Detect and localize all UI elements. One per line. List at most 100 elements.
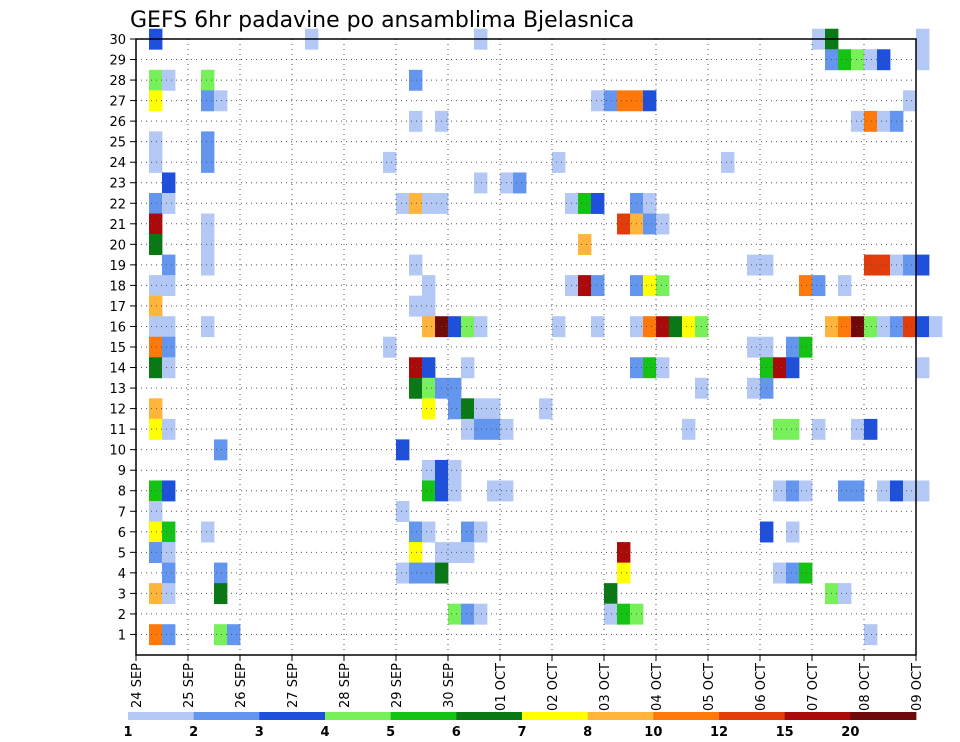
heatmap-cell [149, 234, 163, 255]
heatmap-cell [929, 316, 943, 338]
heatmap-cell [916, 316, 930, 338]
heatmap-cell [916, 480, 930, 502]
heatmap-cell [201, 131, 215, 153]
heatmap-cell [916, 28, 930, 50]
heatmap-cell [383, 336, 397, 358]
heatmap-cell [149, 501, 163, 522]
colorbar-swatch [128, 712, 195, 720]
heatmap-cell [799, 336, 813, 358]
heatmap-cell [162, 480, 176, 502]
heatmap-cell [799, 480, 813, 502]
heatmap-cell [617, 562, 631, 584]
colorbar-label: 10 [644, 725, 662, 740]
heatmap-cell [747, 336, 761, 358]
heatmap-cell [201, 90, 215, 112]
x-tick-label: 28 SEP [338, 663, 353, 708]
heatmap-cell [552, 151, 566, 173]
y-tick-label: 6 [118, 526, 126, 541]
heatmap-cell [539, 398, 553, 420]
heatmap-cell [799, 562, 813, 584]
colorbar-label: 4 [320, 725, 329, 740]
heatmap-cell [422, 316, 436, 338]
y-tick-label: 11 [109, 423, 126, 438]
heatmap-cell [617, 90, 631, 112]
heatmap-cell [461, 316, 475, 338]
colorbar-swatch [193, 712, 260, 720]
heatmap-cell [162, 193, 176, 214]
heatmap-cell [162, 624, 176, 646]
y-tick-label: 29 [109, 54, 126, 69]
chart-title: GEFS 6hr padavine po ansamblima Bjelasni… [130, 8, 634, 33]
heatmap-cell [617, 213, 631, 235]
y-tick-label: 16 [109, 320, 126, 335]
heatmap-cell [409, 254, 423, 276]
heatmap-cell [149, 213, 163, 235]
heatmap-cell [474, 398, 488, 420]
heatmap-cell [916, 254, 930, 276]
heatmap-cell [149, 336, 163, 358]
y-tick-label: 27 [109, 95, 126, 110]
heatmap-cell [162, 562, 176, 584]
heatmap-cell [396, 439, 410, 461]
heatmap-cell [656, 316, 670, 338]
heatmap-cell [552, 316, 566, 338]
heatmap-cell [149, 542, 163, 563]
heatmap-cell [162, 69, 176, 91]
heatmap-cell [409, 377, 423, 399]
x-tick-label: 04 OCT [650, 663, 665, 711]
x-axis: 24 SEP 25 SEP 26 SEP 27 SEP 28 SEP 29 SEP 30 S… [130, 655, 925, 711]
heatmap-cell [162, 336, 176, 358]
heatmap-cell [682, 316, 696, 338]
y-tick-label: 26 [109, 115, 126, 130]
x-tick-label: 05 OCT [702, 663, 717, 711]
y-axis: 1234567891011121314151617181920212223242… [109, 33, 136, 643]
heatmap-cell [786, 480, 800, 502]
heatmap-cell [578, 275, 592, 297]
heatmap-cell [643, 213, 657, 235]
y-tick-label: 5 [118, 546, 126, 561]
y-tick-label: 9 [118, 464, 126, 479]
y-tick-label: 15 [109, 341, 126, 356]
heatmap-cell [682, 418, 696, 440]
heatmap-cell [773, 480, 787, 502]
heatmap-cell [474, 418, 488, 440]
colorbar-label: 20 [841, 725, 859, 740]
colorbar-label: 15 [776, 725, 794, 740]
heatmap-cell [851, 49, 865, 71]
heatmap-cell [838, 275, 852, 297]
heatmap-cell [838, 583, 852, 605]
heatmap-cell [162, 254, 176, 276]
heatmap-cell [877, 316, 891, 338]
heatmap-cells [149, 28, 943, 646]
heatmap-cell [773, 418, 787, 440]
x-tick-label: 07 OCT [806, 663, 821, 711]
heatmap-cell [643, 275, 657, 297]
heatmap-cell [617, 603, 631, 625]
heatmap-cell [851, 418, 865, 440]
y-tick-label: 28 [109, 74, 126, 89]
heatmap-cell [149, 418, 163, 440]
heatmap-cell [487, 480, 501, 502]
x-tick-label: 01 OCT [494, 663, 509, 711]
heatmap-cell [162, 583, 176, 605]
heatmap-cell [162, 316, 176, 338]
heatmap-cell [851, 316, 865, 338]
heatmap-cell [214, 90, 228, 112]
heatmap-cell [916, 49, 930, 71]
heatmap-cell [227, 624, 241, 646]
heatmap-cell [149, 131, 163, 153]
heatmap-cell [474, 316, 488, 338]
heatmap-cell [851, 480, 865, 502]
heatmap-cell [448, 316, 462, 338]
heatmap-cell [513, 172, 527, 194]
heatmap-cell [201, 69, 215, 91]
colorbar-label: 12 [710, 725, 728, 740]
heatmap-cell [656, 213, 670, 235]
heatmap-cell [786, 357, 800, 379]
y-tick-label: 20 [109, 238, 126, 253]
colorbar-swatch [653, 712, 720, 720]
colorbar-swatch [325, 712, 392, 720]
heatmap-cell [162, 542, 176, 563]
heatmap-cell [604, 90, 618, 112]
heatmap-cell [656, 357, 670, 379]
